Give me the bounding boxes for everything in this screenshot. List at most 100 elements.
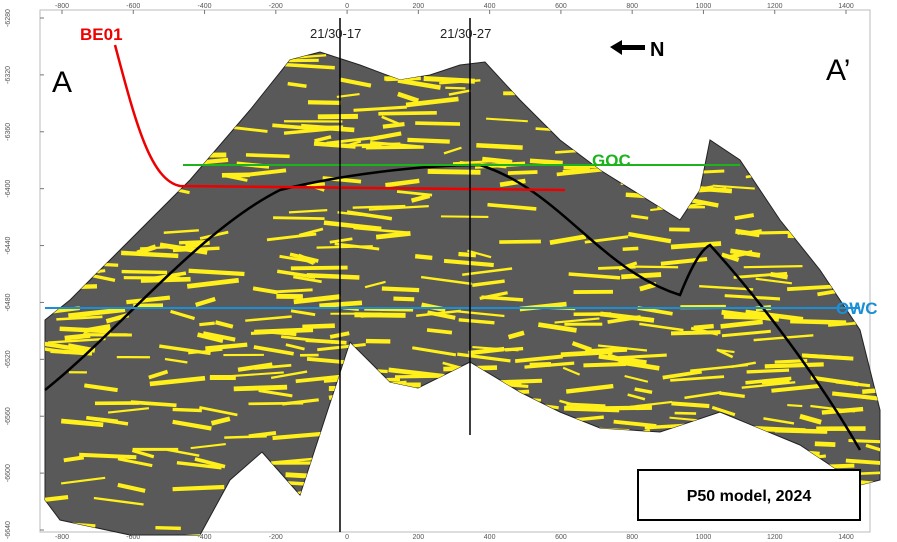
section-end: A’ — [826, 54, 850, 87]
sand-streak — [693, 323, 714, 331]
sand-streak — [743, 265, 803, 269]
sand-streak — [163, 229, 199, 234]
sand-streak — [283, 531, 302, 535]
y-tick-label: -6360 — [5, 123, 12, 141]
sand-streak — [718, 531, 762, 535]
section-start: A — [52, 66, 72, 99]
sand-streak — [802, 353, 854, 361]
sand-streak — [487, 202, 537, 211]
sand-streak — [634, 387, 653, 394]
sand-streak — [814, 441, 836, 447]
sand-streak — [83, 324, 111, 334]
sand-streak — [159, 242, 208, 255]
sand-streak — [670, 375, 725, 382]
sand-streak — [340, 77, 372, 88]
x-tick-label: 200 — [413, 534, 425, 541]
sand-streak — [565, 383, 614, 394]
sand-streak — [117, 457, 153, 468]
sand-streak — [360, 313, 392, 318]
model-label: P50 model, 2024 — [687, 488, 812, 505]
x-tick-label: 1200 — [767, 3, 783, 10]
sand-streak — [126, 295, 171, 305]
sand-streak — [597, 344, 648, 352]
sand-streak — [352, 204, 406, 209]
sand-streak — [140, 276, 191, 283]
sand-streak — [585, 347, 628, 354]
x-tick-label: 600 — [555, 534, 567, 541]
sand-streak — [176, 460, 222, 470]
sand-streak — [712, 184, 755, 190]
sand-streak — [385, 178, 420, 188]
x-tick-label: 600 — [555, 3, 567, 10]
sand-streak — [195, 296, 216, 308]
sand-streak — [405, 96, 459, 108]
owc-label: OWC — [836, 299, 878, 318]
sand-streak — [364, 280, 386, 289]
sand-streak — [660, 256, 708, 266]
sand-streak — [199, 321, 215, 327]
sand-streak — [329, 237, 353, 244]
x-tick-label: -600 — [126, 534, 140, 541]
sand-streak — [606, 353, 631, 365]
sand-streak — [670, 241, 722, 250]
sand-streak — [734, 213, 755, 221]
sand-streak — [323, 220, 382, 232]
sand-streak — [554, 317, 600, 324]
sand-streak — [282, 398, 319, 406]
sand-streak — [298, 227, 324, 237]
sand-streak — [131, 448, 155, 459]
sand-streak — [159, 344, 211, 356]
sand-streak — [787, 284, 839, 292]
north-arrow — [610, 40, 645, 55]
sand-streak — [568, 272, 621, 280]
sand-streak — [412, 346, 457, 357]
sand-streak — [562, 366, 581, 376]
sand-streak — [381, 286, 420, 293]
sand-streak — [721, 329, 771, 338]
sand-streak — [382, 122, 405, 129]
sand-streak — [719, 391, 745, 399]
sand-streak — [84, 383, 118, 393]
y-tick-label: -6480 — [5, 293, 12, 311]
sand-streak — [301, 530, 362, 535]
sand-streak — [426, 328, 453, 335]
sand-streak — [415, 121, 461, 126]
x-tick-label: 800 — [626, 534, 638, 541]
sand-streak — [393, 296, 415, 302]
sand-streak — [876, 148, 880, 156]
sand-streak — [280, 62, 335, 70]
sand-streak — [457, 352, 511, 363]
sand-streak — [621, 272, 662, 280]
x-tick-label: -200 — [269, 3, 283, 10]
x-tick-label: 1400 — [838, 3, 854, 10]
sand-streak — [443, 534, 463, 535]
sand-streak — [190, 443, 226, 450]
sand-streak — [427, 310, 456, 320]
sand-streak — [306, 272, 360, 280]
sand-streak — [167, 448, 200, 457]
sand-streak — [831, 391, 880, 401]
sand-streak — [753, 334, 814, 342]
sand-streak — [537, 322, 577, 333]
sand-streak — [172, 407, 202, 413]
sand-streak — [396, 190, 433, 197]
sand-streak — [755, 277, 792, 285]
sand-streak — [499, 239, 541, 244]
sand-streak — [270, 370, 308, 380]
sand-streak — [326, 136, 371, 145]
sand-streak — [117, 482, 146, 493]
y-tick-label: -6320 — [5, 66, 12, 84]
sand-streak — [155, 525, 181, 531]
sand-streak — [479, 291, 508, 300]
sand-streak — [562, 167, 591, 174]
sand-streak — [93, 496, 144, 506]
well-label: 21/30-17 — [310, 26, 361, 41]
sand-streak — [845, 458, 880, 466]
x-tick-label: 0 — [345, 3, 349, 10]
sand-streak — [280, 335, 334, 344]
sand-streak — [273, 216, 325, 221]
sand-streak — [622, 246, 639, 252]
sand-streak — [188, 268, 245, 277]
sand-streak — [378, 111, 437, 116]
